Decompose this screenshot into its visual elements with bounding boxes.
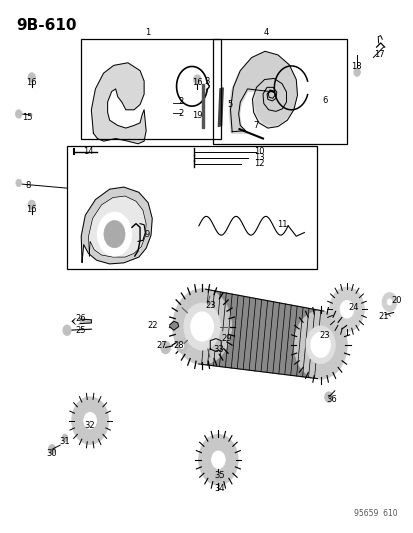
Text: 23: 23: [205, 301, 216, 310]
Circle shape: [211, 451, 225, 469]
Circle shape: [173, 289, 231, 364]
Text: 18: 18: [350, 62, 361, 71]
Circle shape: [324, 392, 332, 402]
Polygon shape: [81, 187, 152, 264]
Text: 9: 9: [144, 230, 149, 239]
Circle shape: [104, 221, 125, 248]
Circle shape: [381, 293, 396, 311]
Polygon shape: [230, 51, 297, 132]
Circle shape: [190, 312, 213, 341]
Text: 27: 27: [156, 342, 166, 350]
Circle shape: [176, 339, 187, 353]
Polygon shape: [88, 196, 146, 257]
Circle shape: [15, 110, 22, 118]
Text: 1: 1: [145, 28, 150, 37]
Circle shape: [353, 68, 359, 76]
Circle shape: [305, 326, 335, 364]
Text: 15: 15: [22, 113, 33, 122]
Circle shape: [160, 341, 170, 354]
Polygon shape: [169, 321, 178, 330]
Circle shape: [83, 413, 96, 429]
Polygon shape: [198, 289, 323, 378]
Circle shape: [310, 332, 330, 358]
Circle shape: [28, 72, 35, 82]
Text: 35: 35: [214, 471, 224, 480]
Text: 20: 20: [390, 296, 401, 305]
Text: 2: 2: [178, 98, 183, 107]
Text: 34: 34: [214, 484, 224, 493]
Bar: [213, 39, 346, 144]
Circle shape: [62, 434, 68, 441]
Circle shape: [75, 318, 79, 325]
Text: 23: 23: [318, 331, 329, 340]
Polygon shape: [210, 338, 221, 351]
Circle shape: [28, 200, 35, 209]
Circle shape: [386, 299, 391, 305]
Text: 28: 28: [173, 342, 183, 350]
Text: 26: 26: [75, 314, 85, 323]
Text: 25: 25: [75, 326, 85, 335]
Text: 30: 30: [47, 449, 57, 458]
Polygon shape: [229, 52, 297, 133]
Polygon shape: [91, 63, 146, 144]
Circle shape: [97, 212, 131, 256]
Bar: [81, 39, 221, 139]
Text: 16: 16: [192, 78, 202, 87]
Text: 16: 16: [26, 78, 37, 87]
Text: 17: 17: [373, 50, 384, 59]
Text: 2: 2: [178, 109, 183, 118]
Circle shape: [183, 303, 220, 350]
Text: 21: 21: [377, 312, 388, 321]
Circle shape: [193, 75, 200, 84]
Circle shape: [294, 311, 346, 379]
Circle shape: [213, 329, 223, 342]
Text: 12: 12: [253, 159, 263, 167]
Circle shape: [339, 301, 353, 318]
Text: 7: 7: [252, 121, 258, 130]
Circle shape: [215, 472, 221, 481]
Bar: [67, 147, 316, 269]
Polygon shape: [202, 84, 203, 128]
Text: 3: 3: [204, 77, 209, 86]
Text: 32: 32: [84, 421, 95, 430]
Text: 33: 33: [213, 344, 224, 353]
Circle shape: [48, 445, 55, 454]
Circle shape: [198, 435, 237, 485]
Text: 29: 29: [221, 334, 231, 343]
Circle shape: [16, 179, 21, 187]
Polygon shape: [72, 319, 91, 324]
Text: 19: 19: [191, 110, 202, 119]
Text: 10: 10: [253, 147, 263, 156]
Text: 31: 31: [59, 437, 69, 446]
Text: 36: 36: [326, 395, 337, 404]
Text: 5: 5: [227, 100, 232, 109]
Text: 16: 16: [26, 205, 37, 214]
Text: 4: 4: [263, 28, 268, 37]
Circle shape: [179, 343, 183, 349]
Text: 13: 13: [253, 153, 263, 162]
Text: 95659  610: 95659 610: [353, 509, 397, 518]
Polygon shape: [218, 88, 223, 126]
Circle shape: [329, 287, 363, 332]
Text: 8: 8: [25, 181, 30, 190]
Circle shape: [63, 325, 71, 335]
Text: 9B-610: 9B-610: [16, 19, 77, 34]
Text: 14: 14: [83, 147, 94, 156]
Text: 6: 6: [321, 96, 327, 105]
Text: 11: 11: [276, 220, 287, 229]
Text: 22: 22: [147, 320, 157, 329]
Text: 24: 24: [348, 303, 358, 312]
Circle shape: [72, 397, 108, 444]
